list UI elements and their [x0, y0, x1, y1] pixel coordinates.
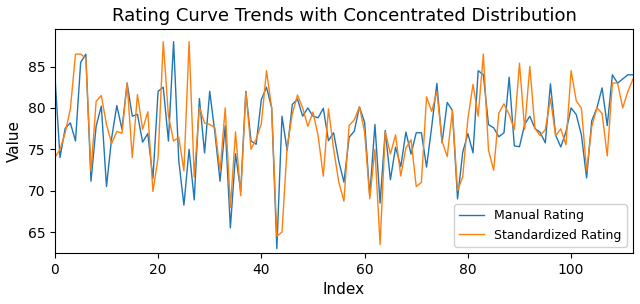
Standardized Rating: [72, 52, 79, 56]
X-axis label: Index: Index: [323, 282, 365, 297]
Title: Rating Curve Trends with Concentrated Distribution: Rating Curve Trends with Concentrated Di…: [111, 7, 577, 25]
Standardized Rating: [242, 90, 250, 93]
Manual Rating: [51, 73, 59, 77]
Standardized Rating: [541, 128, 549, 131]
Manual Rating: [67, 121, 74, 125]
Standardized Rating: [598, 112, 606, 115]
Standardized Rating: [51, 156, 59, 159]
Line: Standardized Rating: Standardized Rating: [55, 42, 633, 244]
Standardized Rating: [67, 107, 74, 111]
Manual Rating: [273, 247, 281, 250]
Line: Manual Rating: Manual Rating: [55, 42, 633, 249]
Manual Rating: [598, 86, 606, 90]
Manual Rating: [629, 73, 637, 77]
Legend: Manual Rating, Standardized Rating: Manual Rating, Standardized Rating: [454, 204, 627, 247]
Manual Rating: [72, 139, 79, 143]
Standardized Rating: [495, 111, 502, 115]
Standardized Rating: [159, 40, 167, 43]
Y-axis label: Value: Value: [7, 120, 22, 162]
Manual Rating: [242, 90, 250, 93]
Standardized Rating: [629, 77, 637, 81]
Manual Rating: [170, 40, 177, 43]
Standardized Rating: [376, 243, 384, 246]
Manual Rating: [495, 135, 502, 139]
Manual Rating: [541, 141, 549, 145]
